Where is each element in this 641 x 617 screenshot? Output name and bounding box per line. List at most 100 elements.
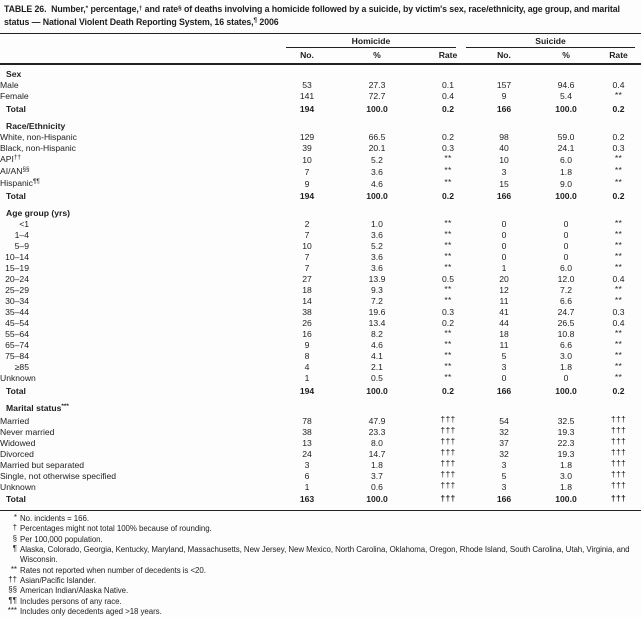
cell-value: 3.6 xyxy=(371,166,383,177)
table-title: TABLE 26. Number,* percentage,† and rate… xyxy=(0,0,641,32)
total-cell-value: 166 xyxy=(496,191,512,202)
row-label-cell: 30–34 xyxy=(0,296,284,307)
cell-value: 0.3 xyxy=(442,307,454,318)
footnotes: * No. incidents = 166. † Percentages might … xyxy=(0,510,641,617)
table-row: ≥85 4 2.1 ** 3 1.8 ** xyxy=(0,360,641,373)
table-row: Unknown 1 0.5 ** 0 0 ** xyxy=(0,372,641,384)
cell-value: 44 xyxy=(499,318,509,329)
stub-cell xyxy=(0,33,284,49)
homicide-group-header: Homicide xyxy=(284,33,473,49)
cell-value: 7 xyxy=(304,252,310,263)
row-label-cell: 10–14 xyxy=(0,252,284,263)
cell-value: 0.2 xyxy=(442,131,454,142)
title-footnote-marker: ¶ xyxy=(253,17,258,25)
title-footnote-marker: * xyxy=(85,4,89,12)
table-row: API†† 10 5.2 ** 10 6.0 ** xyxy=(0,153,641,166)
cell-value: ** xyxy=(614,250,623,261)
footnote-text: Asian/Pacific Islander. xyxy=(20,575,97,585)
row-label-cell: 75–84 xyxy=(0,351,284,362)
total-cell-value: 194 xyxy=(299,103,315,114)
total-cell-value: 0.2 xyxy=(612,385,625,396)
cell-value: 0 xyxy=(563,252,569,263)
cell-value: ** xyxy=(614,327,623,338)
footnote-text: Alaska, Colorado, Georgia, Kentucky, Mar… xyxy=(20,545,630,565)
total-cell-value: 0.2 xyxy=(442,191,454,202)
footnote-marker: * xyxy=(13,513,17,523)
total-cell-value: 194 xyxy=(299,191,315,202)
cell-value: 40 xyxy=(499,142,509,153)
row-label: 25–29 xyxy=(5,285,29,296)
group-label: Suicide xyxy=(466,34,636,49)
cell-value: 3.7 xyxy=(371,470,383,481)
row-label: 15–19 xyxy=(5,263,29,274)
row-label-cell: ≥85 xyxy=(0,362,284,373)
table-header: Homicide Suicide No.% Rate No.% Rate xyxy=(0,33,641,66)
cell-value: ††† xyxy=(610,447,627,458)
cell-value: ** xyxy=(614,153,623,164)
cell-value: 0.2 xyxy=(442,318,454,329)
table-row: 45–54 26 13.4 0.2 44 26.5 0.4 xyxy=(0,318,641,329)
row-label-cell: 45–54 xyxy=(0,318,284,329)
cell-value: 14 xyxy=(302,296,312,307)
section-header-label: Age group (yrs) xyxy=(6,208,70,219)
footnote-text: American Indian/Alaska Native. xyxy=(20,586,129,596)
cell-value: 7 xyxy=(304,263,310,274)
column-header: % xyxy=(330,48,424,66)
section-header: Age group (yrs) xyxy=(0,204,641,219)
suicide-group-header: Suicide xyxy=(466,33,641,49)
cell-value: 26 xyxy=(302,318,312,329)
group-header-row: Homicide Suicide xyxy=(0,33,641,49)
cell-value: ††† xyxy=(440,469,456,480)
footnote-text: No. incidents = 166. xyxy=(20,514,89,524)
cell-value: 3.0 xyxy=(560,470,572,481)
cell-value: ** xyxy=(614,360,623,371)
row-label-cell: Married xyxy=(0,416,284,427)
total-cell-value: 100.0 xyxy=(555,385,577,396)
title-footnote-marker: † xyxy=(138,4,143,12)
cell-value: 19.6 xyxy=(368,307,386,318)
cell-value: 9 xyxy=(304,340,310,351)
cell-value: ††† xyxy=(440,436,456,447)
total-row: Total 194 100.0 0.2 166 100.0 0.2 xyxy=(0,190,641,205)
row-label-cell: 1–4 xyxy=(0,230,284,241)
cell-value: ††† xyxy=(610,425,627,436)
total-cell-value: 166 xyxy=(496,385,512,396)
cell-value: 13 xyxy=(302,437,312,448)
cell-value: 0.3 xyxy=(612,142,625,153)
table-row: 15–19 7 3.6 ** 1 6.0 ** xyxy=(0,262,641,274)
row-label: AI/AN xyxy=(0,165,23,176)
cell-value: ** xyxy=(444,239,452,250)
cell-value: ** xyxy=(444,349,452,360)
cell-value: 3 xyxy=(304,459,310,470)
total-cell-value: 0.2 xyxy=(612,191,625,202)
cell-value: ** xyxy=(614,89,623,100)
cell-value: 1.8 xyxy=(560,459,572,470)
section-header: Sex xyxy=(0,64,641,80)
cell-value: 13.9 xyxy=(368,274,386,285)
column-header: Rate xyxy=(424,48,473,66)
cell-value: 3 xyxy=(501,166,507,177)
title-text: TABLE 26. Number, xyxy=(4,4,86,14)
footnote: §§ American Indian/Alaska Native. xyxy=(2,585,639,596)
cell-value: 157 xyxy=(496,80,512,91)
cell-value: 3 xyxy=(501,481,507,492)
footnote-text: Per 100,000 population. xyxy=(20,534,103,544)
table-row: Never married 38 23.3 ††† 32 19.3 ††† xyxy=(0,425,641,438)
cell-value: 7 xyxy=(304,230,310,241)
column-header: % xyxy=(536,48,597,66)
cell-value: 39 xyxy=(302,142,312,153)
cell-value: 47.9 xyxy=(368,415,386,426)
cell-value: 27 xyxy=(302,274,312,285)
cell-value: ** xyxy=(614,165,623,176)
cell-value: ** xyxy=(444,294,452,305)
row-label: 65–74 xyxy=(5,340,29,351)
row-label-cell: 55–64 xyxy=(0,329,284,340)
title-text: percentage, xyxy=(88,4,139,14)
total-cell-value: 100.0 xyxy=(366,191,388,202)
cell-value: 4 xyxy=(304,362,310,373)
table-row: 5–9 10 5.2 ** 0 0 ** xyxy=(0,239,641,252)
cell-value: 5 xyxy=(501,351,507,362)
cell-value: 98 xyxy=(499,131,509,142)
cell-value: 1 xyxy=(304,373,310,384)
